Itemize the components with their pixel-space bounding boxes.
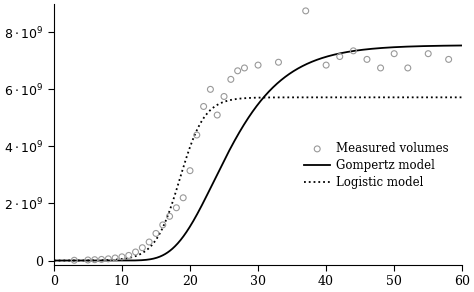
Measured volumes <box>207 87 214 92</box>
Measured volumes <box>302 8 310 13</box>
Gompertz model <box>216 169 222 173</box>
Gompertz model <box>377 46 383 50</box>
Measured volumes <box>234 68 241 73</box>
Measured volumes <box>138 245 146 250</box>
Measured volumes <box>71 258 78 263</box>
Measured volumes <box>349 48 357 53</box>
Measured volumes <box>159 223 166 227</box>
Measured volumes <box>186 168 194 173</box>
Measured volumes <box>363 57 371 62</box>
Measured volumes <box>200 104 208 109</box>
Logistic model <box>231 98 237 101</box>
Measured volumes <box>404 66 411 70</box>
Gompertz model <box>93 259 99 262</box>
Measured volumes <box>111 256 119 260</box>
Logistic model <box>377 95 383 99</box>
Line: Gompertz model: Gompertz model <box>54 46 462 260</box>
Gompertz model <box>331 53 337 56</box>
Gompertz model <box>51 259 57 262</box>
Measured volumes <box>125 253 133 258</box>
Measured volumes <box>254 63 262 67</box>
Measured volumes <box>275 60 283 65</box>
Logistic model <box>331 95 337 99</box>
Measured volumes <box>146 240 153 244</box>
Logistic model <box>216 102 222 106</box>
Legend: Measured volumes, Gompertz model, Logistic model: Measured volumes, Gompertz model, Logist… <box>301 138 452 193</box>
Measured volumes <box>241 66 248 70</box>
Measured volumes <box>227 77 235 82</box>
Measured volumes <box>445 57 452 62</box>
Logistic model <box>93 259 99 262</box>
Measured volumes <box>118 255 126 259</box>
Measured volumes <box>391 51 398 56</box>
Measured volumes <box>213 113 221 117</box>
Measured volumes <box>166 214 173 219</box>
Measured volumes <box>152 231 160 236</box>
Logistic model <box>51 259 57 262</box>
Measured volumes <box>220 94 228 99</box>
Line: Logistic model: Logistic model <box>54 97 462 260</box>
Measured volumes <box>84 258 91 262</box>
Measured volumes <box>132 250 139 254</box>
Measured volumes <box>91 257 99 262</box>
Logistic model <box>369 95 375 99</box>
Measured volumes <box>424 51 432 56</box>
Measured volumes <box>105 256 112 261</box>
Measured volumes <box>193 133 201 137</box>
Gompertz model <box>459 44 465 47</box>
Gompertz model <box>369 47 375 51</box>
Measured volumes <box>336 54 344 59</box>
Measured volumes <box>322 63 330 67</box>
Measured volumes <box>173 206 180 210</box>
Measured volumes <box>179 195 187 200</box>
Measured volumes <box>98 257 105 262</box>
Measured volumes <box>377 66 384 70</box>
Logistic model <box>459 95 465 99</box>
Gompertz model <box>231 140 237 144</box>
